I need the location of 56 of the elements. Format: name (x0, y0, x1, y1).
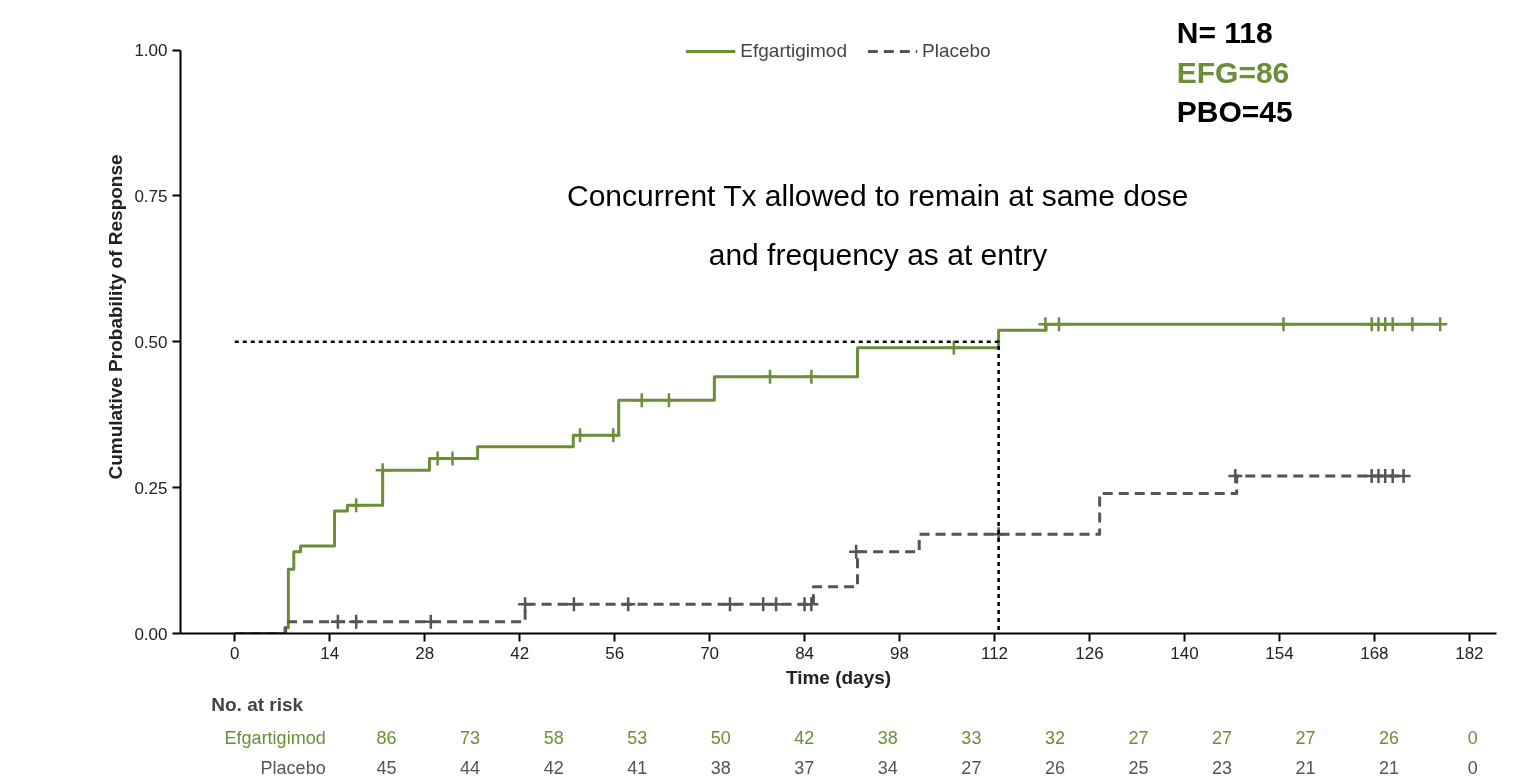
data-label: 32 (1044, 728, 1065, 749)
data-label: 25 (1128, 758, 1149, 779)
data-label: 41 (627, 758, 648, 779)
data-label: 53 (627, 728, 648, 749)
x-tick-label: 98 (890, 643, 910, 663)
x-tick-label: 28 (415, 643, 435, 663)
annotation: EFG=86 (1176, 55, 1290, 89)
data-label: 38 (710, 758, 731, 779)
data-label: 26 (1044, 758, 1065, 779)
data-label: 27 (1295, 728, 1316, 749)
data-label: 50 (710, 728, 731, 749)
y-tick-label: 0.00 (134, 624, 168, 644)
data-label: 37 (794, 758, 815, 779)
data-label: 27 (1211, 728, 1233, 749)
data-label: 27 (961, 758, 982, 779)
x-tick-label: 14 (320, 643, 340, 663)
data-label: 42 (543, 758, 564, 779)
x-tick-label: 126 (1075, 643, 1104, 663)
x-tick-label: 0 (230, 643, 240, 663)
text: N= 118 (1176, 16, 1273, 50)
chart-title: No. at risk (211, 693, 304, 715)
y-tick-label: 0.25 (134, 478, 168, 498)
x-tick-label: 70 (700, 643, 720, 663)
data-label: 27 (1128, 728, 1149, 749)
data-label: 58 (543, 728, 564, 749)
x-tick-label: 56 (605, 643, 625, 663)
data-label: 42 (794, 728, 815, 749)
data-label: 0 (1467, 758, 1478, 779)
data-label: 86 (376, 728, 397, 749)
data-label: 21 (1379, 758, 1400, 779)
y-tick-label: 0.75 (134, 186, 168, 206)
x-tick-label: 182 (1455, 643, 1484, 663)
data-label: 45 (376, 758, 397, 779)
data-label: 33 (961, 728, 982, 749)
x-tick-label: 154 (1265, 643, 1294, 663)
y-tick-label: 1.00 (134, 41, 168, 61)
data-label: 38 (877, 728, 898, 749)
data-label: 23 (1211, 758, 1233, 779)
x-tick-label: 140 (1170, 643, 1199, 663)
data-label: 21 (1295, 758, 1316, 779)
x-axis-title: Time (days) (785, 666, 892, 688)
legend-label: Placebo (922, 40, 991, 62)
x-tick-label: 168 (1360, 643, 1389, 663)
x-tick-label: 84 (795, 643, 815, 663)
data-label: 44 (460, 758, 481, 779)
x-tick-label: 112 (980, 643, 1009, 663)
data-label: 73 (460, 728, 481, 749)
x-tick-label: 42 (510, 643, 530, 663)
data-label: 34 (877, 758, 898, 779)
data-label: 26 (1379, 728, 1400, 749)
y-tick-label: 0.50 (134, 332, 168, 352)
legend-label: Efgartigimod (740, 40, 847, 62)
annotation: Concurrent Tx allowed to remain at same dose and frequency as at entry (567, 179, 1189, 271)
y-axis-title: Cumulative Probability of Response (105, 154, 127, 480)
annotation: PBO=45 (1176, 95, 1293, 129)
data-label: 0 (1467, 728, 1478, 749)
